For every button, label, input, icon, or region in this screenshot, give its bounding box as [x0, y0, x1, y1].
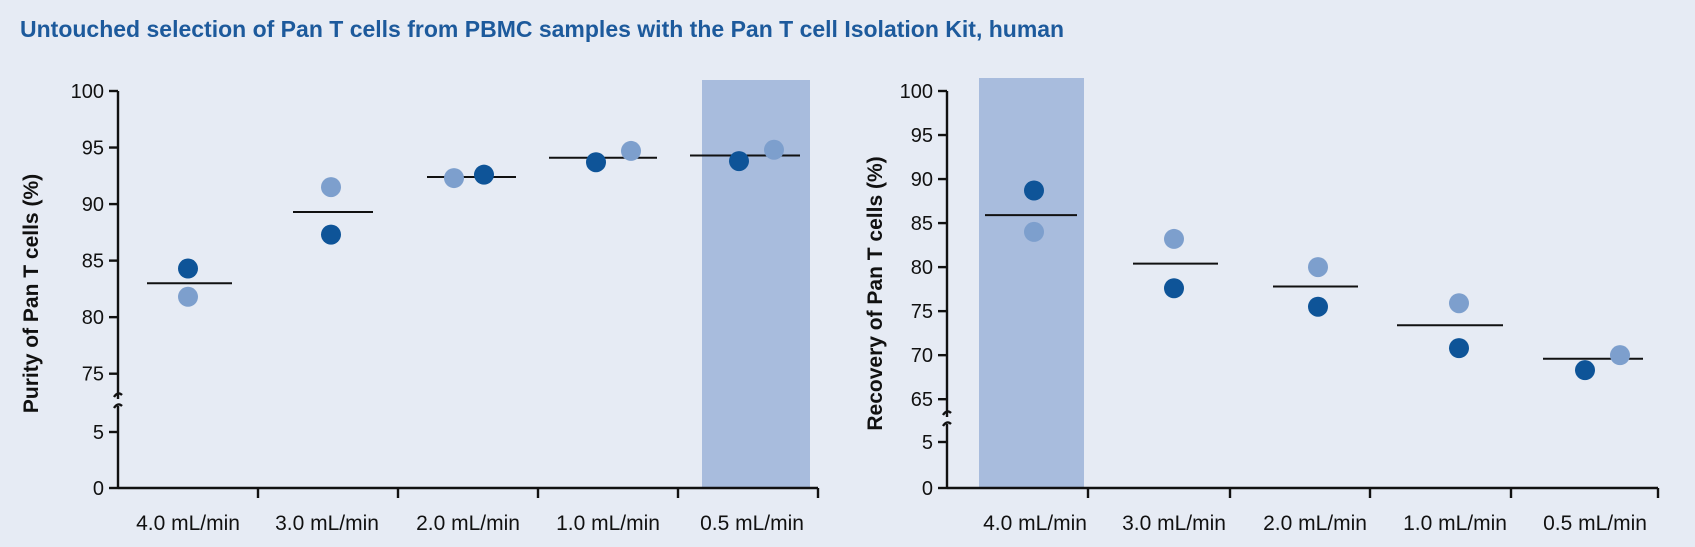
x-tick-label: 1.0 mL/min	[556, 512, 660, 535]
x-tick-label: 4.0 mL/min	[136, 512, 240, 535]
x-tick-label: 3.0 mL/min	[275, 512, 379, 535]
data-point	[1024, 221, 1044, 242]
data-point	[1164, 228, 1184, 249]
axis-break-mark	[113, 403, 123, 409]
x-tick-label: 3.0 mL/min	[1122, 512, 1226, 535]
data-point	[1024, 180, 1044, 201]
y-axis-title: Recovery of Pan T cells (%)	[864, 156, 887, 430]
y-tick-label: 100	[900, 81, 933, 103]
x-tick-label: 2.0 mL/min	[416, 512, 520, 535]
data-point	[621, 140, 641, 161]
highlight-band	[702, 80, 810, 488]
axis-break-mark	[942, 421, 952, 427]
y-tick-label: 5	[922, 432, 933, 454]
y-tick-label: 65	[911, 389, 933, 411]
chart-2: 0 5 65 70 75 80 85 90 95 100 4.0 mL/min 3.0 mL/min 2…	[864, 78, 1660, 535]
y-tick-label: 95	[911, 125, 933, 147]
data-point	[1610, 345, 1630, 366]
highlight-band	[979, 78, 1084, 488]
axis-break-mark	[942, 410, 952, 416]
data-point	[1164, 278, 1184, 299]
data-point	[474, 164, 494, 185]
data-point	[1308, 257, 1328, 278]
y-tick-label: 0	[93, 478, 104, 500]
data-point	[178, 258, 198, 279]
x-tick-label: 0.5 mL/min	[700, 512, 804, 535]
y-tick-label: 5	[93, 422, 104, 444]
data-point	[729, 151, 749, 172]
y-tick-label: 0	[922, 478, 933, 500]
y-tick-label: 75	[82, 364, 104, 386]
y-tick-label: 70	[911, 345, 933, 367]
axis-break-mark	[113, 392, 123, 398]
y-tick-label: 85	[911, 213, 933, 235]
y-tick-label: 100	[71, 81, 104, 103]
data-point	[444, 168, 464, 189]
y-tick-label: 85	[82, 251, 104, 273]
data-point	[764, 139, 784, 160]
page-title: Untouched selection of Pan T cells from …	[20, 16, 1065, 42]
x-tick-label: 4.0 mL/min	[983, 512, 1087, 535]
x-tick-label: 1.0 mL/min	[1403, 512, 1507, 535]
y-tick-label: 75	[911, 301, 933, 323]
data-point	[321, 177, 341, 198]
y-tick-label: 95	[82, 138, 104, 160]
y-tick-label: 90	[911, 169, 933, 191]
data-point	[321, 224, 341, 245]
data-point	[586, 152, 606, 173]
data-point	[1449, 293, 1469, 314]
y-tick-label: 90	[82, 194, 104, 216]
data-point	[1308, 296, 1328, 317]
chart-1: 0 5 75 80 85 90 95 100 4.0 mL/min 3.0 mL/min 2.0 m…	[20, 80, 820, 535]
data-point	[178, 286, 198, 307]
y-tick-label: 80	[82, 307, 104, 329]
x-tick-label: 2.0 mL/min	[1263, 512, 1367, 535]
y-axis-title: Purity of Pan T cells (%)	[20, 174, 43, 413]
data-point	[1449, 338, 1469, 359]
x-tick-label: 0.5 mL/min	[1543, 512, 1647, 535]
y-tick-label: 80	[911, 257, 933, 279]
data-point	[1575, 360, 1595, 381]
